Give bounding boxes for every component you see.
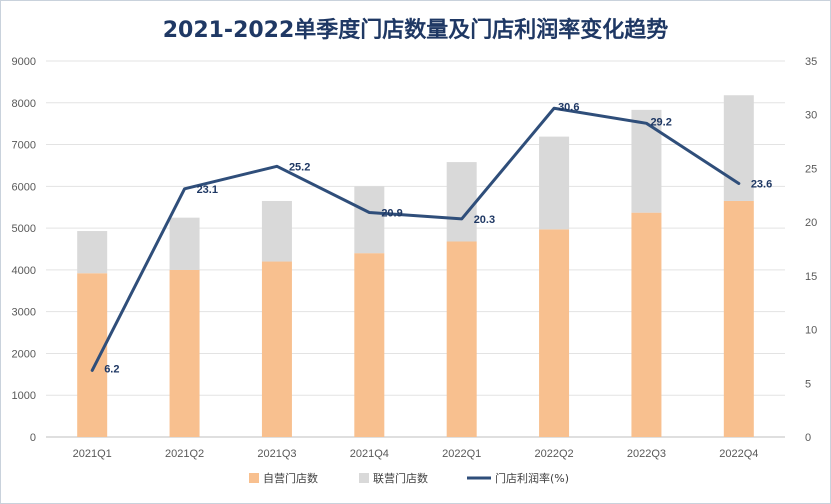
- bars: [77, 95, 754, 437]
- left-tick-label: 7000: [12, 140, 36, 152]
- bar-self-operated: [539, 229, 570, 437]
- x-tick-label: 2022Q3: [627, 448, 666, 460]
- profit-rate-line: [90, 106, 741, 372]
- x-tick-label: 2022Q2: [534, 448, 573, 460]
- profit-rate-label: 6.2: [104, 363, 119, 375]
- x-tick-label: 2021Q3: [257, 448, 296, 460]
- x-tick-label: 2021Q4: [350, 448, 389, 460]
- left-tick-label: 9000: [12, 56, 36, 68]
- bar-self-operated: [631, 212, 662, 437]
- profit-rate-label: 23.6: [751, 178, 772, 190]
- legend-label: 自营门店数: [263, 471, 318, 485]
- legend-item-joint-venture[interactable]: 联营门店数: [359, 471, 428, 485]
- bar-joint-venture: [354, 186, 385, 254]
- profit-rate-label: 20.9: [381, 207, 402, 219]
- bar-joint-venture: [446, 162, 477, 242]
- profit-rate-label: 25.2: [289, 161, 310, 173]
- profit-rate-label: 30.6: [558, 101, 579, 113]
- legend-label: 联营门店数: [373, 471, 428, 485]
- chart-title: 2021-2022单季度门店数量及门店利润率变化趋势: [162, 18, 669, 43]
- right-tick-label: 15: [805, 271, 817, 283]
- gridlines: [46, 60, 785, 438]
- bar-joint-venture: [631, 109, 662, 213]
- bar-joint-venture: [723, 95, 754, 201]
- legend-label: 门店利润率(%): [495, 471, 569, 485]
- profit-rate-label: 20.3: [474, 214, 495, 226]
- legend-item-profit-rate[interactable]: 门店利润率(%): [467, 471, 569, 485]
- bar-joint-venture: [539, 136, 570, 230]
- bar-self-operated: [169, 269, 200, 437]
- right-tick-label: 35: [805, 56, 817, 68]
- legend-swatch: [249, 473, 259, 483]
- bar-self-operated: [723, 200, 754, 437]
- x-tick-label: 2021Q1: [73, 448, 112, 460]
- right-axis: 0 5 10 15 20 25 30 35: [805, 56, 817, 444]
- bar-joint-venture: [261, 200, 292, 262]
- legend-item-self-operated[interactable]: 自营门店数: [249, 471, 318, 485]
- left-tick-label: 1000: [12, 390, 36, 402]
- bar-self-operated: [354, 253, 385, 437]
- x-tick-label: 2021Q2: [165, 448, 204, 460]
- right-tick-label: 0: [805, 432, 811, 444]
- right-tick-label: 5: [805, 378, 811, 390]
- bar-self-operated: [261, 261, 292, 437]
- bar-joint-venture: [77, 231, 108, 274]
- profit-line: [90, 106, 741, 372]
- right-tick-label: 20: [805, 217, 817, 229]
- left-tick-label: 8000: [12, 98, 36, 110]
- left-tick-label: 2000: [12, 348, 36, 360]
- left-tick-label: 6000: [12, 181, 36, 193]
- bar-self-operated: [77, 273, 108, 437]
- left-tick-label: 4000: [12, 265, 36, 277]
- profit-rate-label: 23.1: [197, 184, 218, 196]
- left-tick-label: 0: [30, 432, 36, 444]
- right-tick-label: 10: [805, 325, 817, 337]
- left-axis: 0 1000 2000 3000 4000 5000 6000 7000 8000 9000: [12, 56, 36, 444]
- right-tick-label: 25: [805, 163, 817, 175]
- profit-rate-label: 29.2: [650, 116, 671, 128]
- legend-swatch: [359, 473, 369, 483]
- x-axis: 2021Q1 2021Q2 2021Q3 2021Q4 2022Q1 2022Q2 2022…: [73, 448, 759, 460]
- legend[interactable]: 自营门店数 联营门店数 门店利润率(%): [249, 471, 569, 485]
- left-tick-label: 5000: [12, 223, 36, 235]
- x-tick-label: 2022Q4: [719, 448, 758, 460]
- right-tick-label: 30: [805, 110, 817, 122]
- x-tick-label: 2022Q1: [442, 448, 481, 460]
- left-tick-label: 3000: [12, 307, 36, 319]
- bar-self-operated: [446, 241, 477, 437]
- bar-joint-venture: [169, 217, 200, 270]
- data-labels: 6.2 23.1 25.2 20.9 20.3 30.6 29.2 23.6: [104, 101, 772, 375]
